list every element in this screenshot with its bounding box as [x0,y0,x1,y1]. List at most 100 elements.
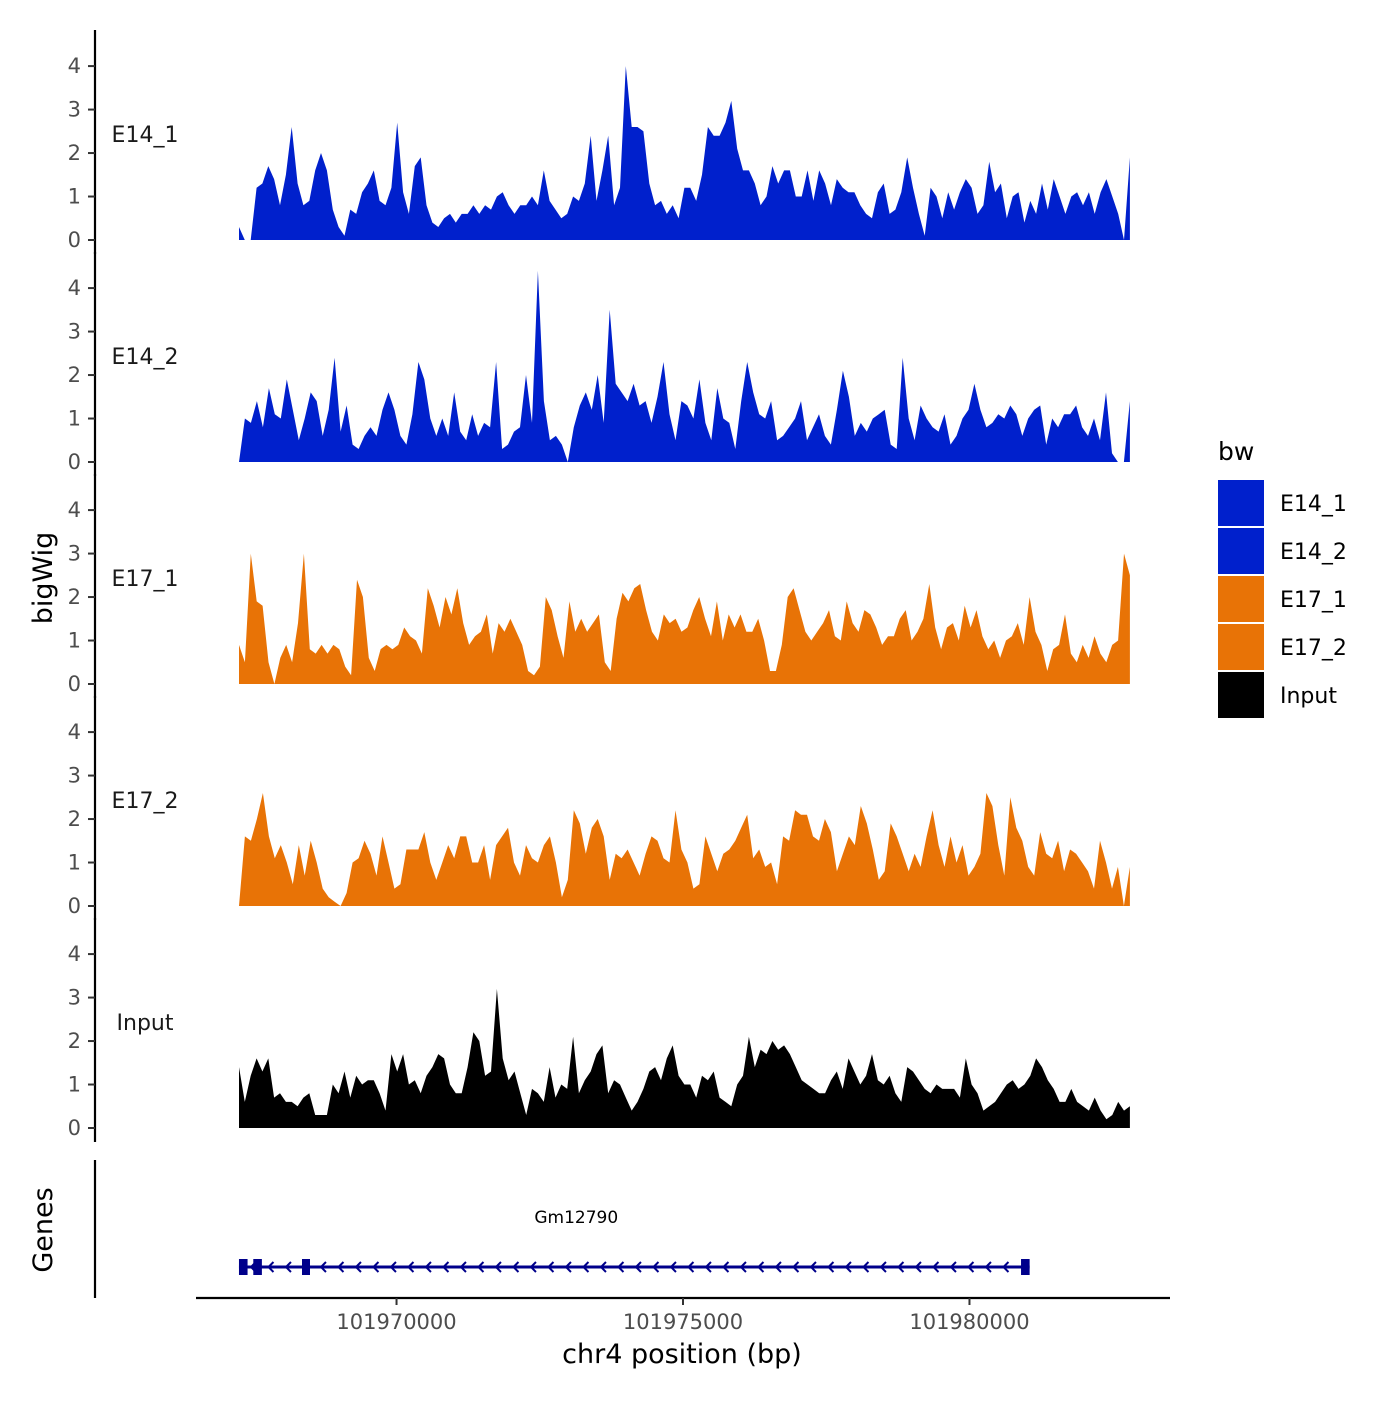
strand-arrow [809,1261,817,1273]
strand-arrow [967,1261,975,1273]
track-e17_1: 0 1 2 3 4 E17_1 [68,474,1130,698]
gene-exon [301,1259,310,1275]
strand-arrow [652,1261,660,1273]
track-label: Input [117,1011,174,1036]
strand-arrow [354,1261,362,1273]
strand-arrow [1002,1261,1010,1273]
y-tick-label: 3 [68,320,81,344]
strand-arrow [442,1261,450,1273]
track-area-e17_1 [239,553,1130,684]
legend-title: bw [1218,437,1254,466]
legend-label: Input [1280,684,1337,709]
legend-key-e14_1 [1218,480,1264,526]
legend-label: E17_1 [1280,588,1347,613]
strand-arrow [844,1261,852,1273]
track-e14_1: 0 1 2 3 4 E14_1 [68,30,1130,254]
y-tick-label: 2 [68,1029,81,1053]
strand-arrow [897,1261,905,1273]
y-tick-label: 3 [68,986,81,1010]
x-tick-label: 101970000 [336,1310,456,1334]
legend-key-e17_2 [1218,624,1264,670]
x-axis: 101970000 101975000 101980000 [196,1296,1170,1334]
y-tick-label: 1 [68,851,81,875]
y-tick-label: 4 [68,54,81,78]
y-tick-label: 3 [68,764,81,788]
y-tick-label: 0 [68,672,81,696]
strand-arrow [267,1261,275,1273]
strand-arrow [792,1261,800,1273]
strand-arrow [932,1261,940,1273]
y-tick-label: 3 [68,542,81,566]
strand-arrow [407,1261,415,1273]
strand-arrow [529,1261,537,1273]
gene-exon [238,1259,248,1275]
y-tick-label: 4 [68,720,81,744]
strand-arrow [459,1261,467,1273]
strand-arrow [424,1261,432,1273]
strand-arrow [634,1261,642,1273]
y-tick-label: 0 [68,228,81,252]
strand-arrow [547,1261,555,1273]
track-e14_2: 0 1 2 3 4 E14_2 [68,252,1130,476]
y-tick-label: 0 [68,450,81,474]
strand-arrow [757,1261,765,1273]
strand-arrow [879,1261,887,1273]
gene-exon [1021,1259,1030,1275]
track-label: E14_2 [112,345,179,370]
track-area-input [239,988,1130,1128]
strand-arrow [914,1261,922,1273]
track-area-e17_2 [239,793,1130,906]
track-label: E17_1 [112,567,179,592]
strand-arrow [669,1261,677,1273]
strand-arrow [687,1261,695,1273]
strand-arrow [774,1261,782,1273]
y-tick-label: 1 [68,185,81,209]
strand-arrow [319,1261,327,1273]
track-area-e14_1 [239,66,1130,240]
strand-arrow [862,1261,870,1273]
y-tick-label: 1 [68,1073,81,1097]
y-tick-label: 4 [68,498,81,522]
strand-arrow [827,1261,835,1273]
legend: bw E14_1 E14_2 E17_1 E17_2 Input [1218,437,1347,718]
y-tick-label: 4 [68,942,81,966]
strand-arrow [477,1261,485,1273]
legend-key-e14_2 [1218,528,1264,574]
strand-arrow [722,1261,730,1273]
track-label: E14_1 [112,123,179,148]
legend-key-e17_1 [1218,576,1264,622]
y-axis-title: bigWig [28,532,59,625]
legend-label: E17_2 [1280,636,1347,661]
genes-axis-title: Genes [28,1187,59,1272]
strand-arrow [564,1261,572,1273]
y-tick-label: 2 [68,585,81,609]
gene-name-label: Gm12790 [534,1208,618,1228]
y-tick-label: 2 [68,807,81,831]
genes-layer: Gm12790 [93,1160,1030,1298]
strand-arrow [494,1261,502,1273]
track-input: 0 1 2 3 4 Input [68,918,1130,1142]
strand-arrow [984,1261,992,1273]
track-label: E17_2 [112,789,179,814]
strand-arrow [512,1261,520,1273]
y-tick-label: 2 [68,141,81,165]
tracks-layer: 0 1 2 3 4 E14_1 0 1 2 3 4 E14_2 0 1 2 3 4 E17_1 0 1 2 3 4 E17_2… [68,30,1130,1142]
strand-arrow [372,1261,380,1273]
x-axis-title: chr4 position (bp) [562,1339,802,1370]
x-tick-label: 101975000 [623,1310,743,1334]
strand-arrow [582,1261,590,1273]
strand-arrow [704,1261,712,1273]
y-tick-label: 2 [68,363,81,387]
y-tick-label: 0 [68,894,81,918]
strand-arrow [949,1261,957,1273]
strand-arrow [284,1261,292,1273]
y-tick-label: 0 [68,1116,81,1140]
legend-label: E14_2 [1280,540,1347,565]
strand-arrow [389,1261,397,1273]
strand-arrow [599,1261,607,1273]
strand-arrow [617,1261,625,1273]
y-tick-label: 1 [68,629,81,653]
gene-exon [253,1259,262,1275]
